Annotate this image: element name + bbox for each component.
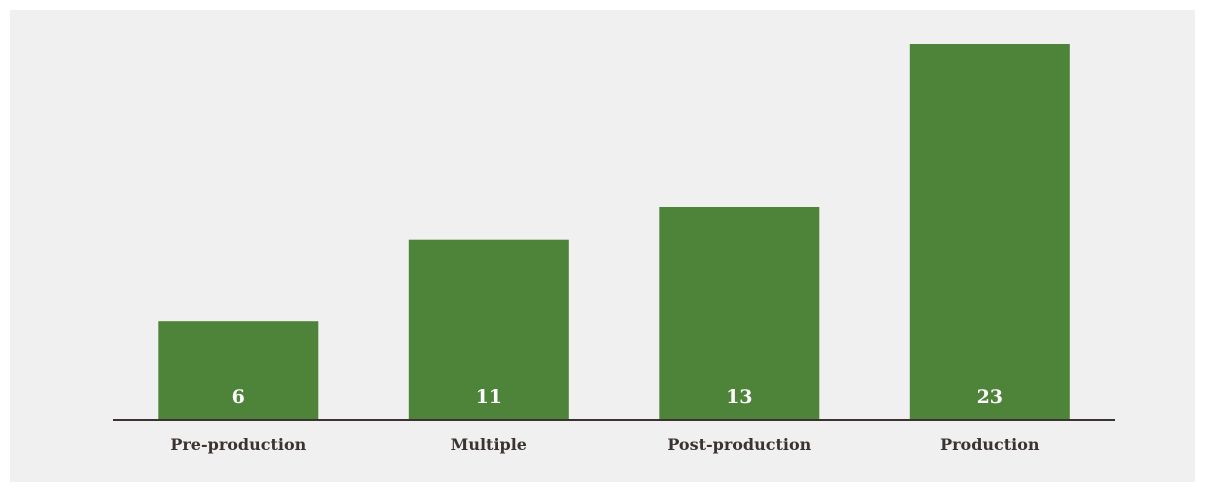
bar-value-label: 13 [726, 386, 752, 408]
bar-pre-production [158, 321, 319, 419]
bar-production [909, 44, 1070, 419]
bar-chart: 6 Pre-production 11 Multiple 13 Post-producti… [113, 44, 1115, 454]
x-tick-label: Pre-production [170, 435, 306, 454]
bar-post-production [659, 207, 820, 419]
x-tick-label: Multiple [451, 435, 527, 454]
bar-value-label: 11 [476, 386, 502, 408]
x-tick-label: Post-production [667, 435, 811, 454]
bar-value-label: 23 [977, 386, 1003, 408]
chart-panel: 6 Pre-production 11 Multiple 13 Post-producti… [10, 10, 1195, 482]
bars-layer [158, 44, 1070, 419]
bar-multiple [408, 239, 569, 419]
x-tick-label: Production [940, 435, 1040, 454]
bar-value-label: 6 [232, 386, 245, 408]
labels-layer: 6 Pre-production 11 Multiple 13 Post-producti… [170, 386, 1040, 454]
